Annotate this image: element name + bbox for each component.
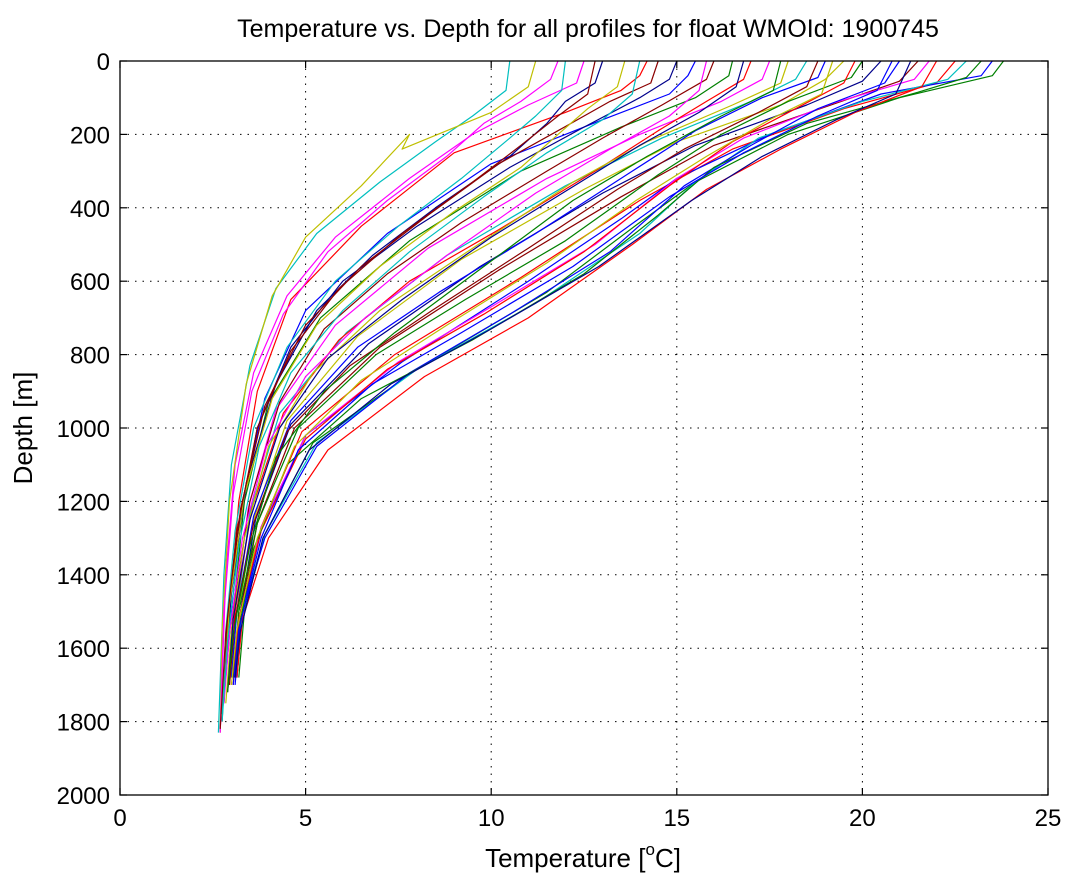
y-tick-label: 2000 — [57, 783, 110, 810]
temperature-profile-line — [232, 60, 856, 685]
y-tick-label: 1600 — [57, 636, 110, 663]
y-tick-label: 200 — [70, 122, 110, 149]
y-axis-label: Depth [m] — [8, 372, 38, 485]
chart-title: Temperature vs. Depth for all profiles f… — [237, 15, 939, 43]
x-tick-label: 0 — [113, 805, 126, 832]
temperature-profile-line — [232, 60, 863, 678]
x-tick-label: 20 — [849, 805, 876, 832]
temperature-profile-line — [234, 60, 912, 678]
temperature-profile-line — [219, 60, 559, 733]
x-axis-label-end: C] — [655, 843, 681, 873]
temperature-profile-line — [232, 60, 893, 685]
x-tick-label: 15 — [663, 805, 690, 832]
temperature-profile-line — [236, 60, 938, 678]
temperature-profile-line — [230, 60, 834, 685]
plot-lines — [217, 60, 1004, 733]
temperature-profile-line — [227, 60, 782, 693]
x-axis-label-superscript: o — [645, 840, 654, 859]
grid-lines — [120, 61, 1048, 795]
temperature-profile-line — [223, 60, 626, 696]
temperature-profile-line — [221, 60, 659, 722]
y-tick-label: 1200 — [57, 489, 110, 516]
temperature-profile-line — [234, 60, 982, 678]
temperature-profile-line — [228, 60, 819, 685]
x-tick-labels: 0 5 10 15 20 25 — [113, 805, 1061, 832]
axis-ticks — [119, 60, 1049, 796]
x-tick-label: 10 — [478, 805, 505, 832]
y-tick-label: 1400 — [57, 563, 110, 590]
temperature-profile-line — [230, 60, 826, 678]
temperature-profile-line — [221, 60, 566, 715]
x-tick-label: 5 — [299, 805, 312, 832]
y-tick-label: 800 — [70, 343, 110, 370]
y-tick-labels: 0 200 400 600 800 1000 1200 1400 1600 1800 2000 — [57, 49, 110, 810]
temperature-profile-line — [234, 60, 882, 678]
y-tick-label: 400 — [70, 196, 110, 223]
x-axis-label-main: Temperature [ — [485, 843, 646, 873]
temperature-profile-line — [234, 60, 900, 685]
temperature-profile-line — [219, 60, 585, 733]
y-tick-label: 600 — [70, 269, 110, 296]
temperature-profile-line — [225, 60, 789, 704]
x-tick-label: 25 — [1035, 805, 1062, 832]
y-tick-label: 1000 — [57, 416, 110, 443]
x-axis-label: Temperature [oC] — [485, 840, 681, 873]
temperature-profile-line — [219, 60, 596, 729]
temperature-profile-line — [234, 60, 930, 678]
temperature-profile-line — [223, 60, 708, 704]
temperature-profile-line — [227, 60, 745, 693]
temperature-profile-line — [221, 60, 641, 722]
y-tick-label: 0 — [97, 49, 110, 76]
y-tick-label: 1800 — [57, 710, 110, 737]
temperature-profile-line — [219, 60, 537, 733]
